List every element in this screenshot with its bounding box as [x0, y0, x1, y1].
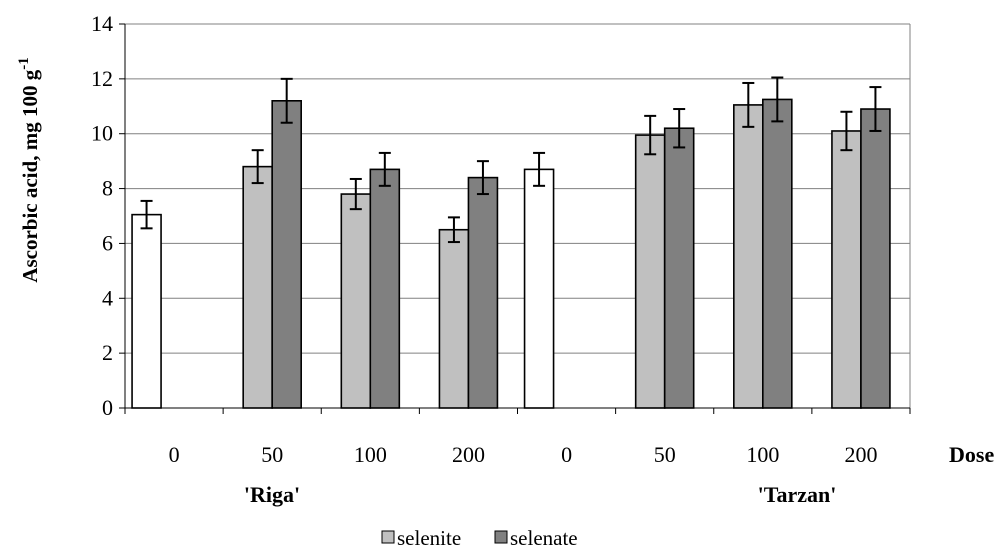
x-tick-label: 200	[844, 442, 877, 467]
y-tick-label: 4	[102, 285, 113, 310]
x-tick-label: 0	[169, 442, 180, 467]
x-tick-label: 100	[746, 442, 779, 467]
y-tick-label: 12	[91, 66, 113, 91]
y-tick-labels: 0 2 4 6 8 10 12 14	[91, 11, 113, 420]
x-tick-label: 50	[654, 442, 676, 467]
legend: selenite selenate	[381, 526, 578, 550]
x-tick-label: 50	[261, 442, 283, 467]
y-tick-label: 6	[102, 230, 113, 255]
x-tick-label: 100	[354, 442, 387, 467]
y-tick-label: 2	[102, 340, 113, 365]
legend-label-selenate: selenate	[510, 526, 578, 550]
group-label: 'Riga'	[244, 482, 300, 507]
bar-selenate	[762, 98, 793, 409]
bar-selenate	[860, 108, 891, 409]
group-labels: 'Riga' 'Tarzan'	[244, 482, 836, 507]
bar-selenite	[634, 134, 666, 409]
y-axis-label: Ascorbic acid, mg 100 g-1	[16, 57, 42, 282]
y-tick-label: 14	[91, 11, 113, 36]
axes	[119, 23, 911, 414]
bar-control	[131, 213, 162, 409]
x-tick-label: 200	[452, 442, 485, 467]
bar-selenate	[467, 176, 499, 409]
bar-selenite	[831, 130, 862, 409]
bar-selenite	[438, 228, 470, 409]
x-axis-label: Dose	[949, 442, 994, 467]
bar-selenate	[271, 100, 302, 409]
bar-selenite	[340, 193, 372, 409]
bar-selenite	[242, 165, 273, 409]
y-tick-label: 10	[91, 121, 113, 146]
legend-label-selenite: selenite	[397, 526, 461, 550]
bar-selenate	[663, 127, 695, 409]
x-tick-label: 0	[561, 442, 572, 467]
bars	[131, 98, 891, 409]
bar-selenate	[369, 168, 401, 409]
error-bars	[140, 76, 882, 244]
legend-swatch-selenate	[494, 530, 508, 544]
y-tick-label: 0	[102, 395, 113, 420]
group-label: 'Tarzan'	[758, 482, 837, 507]
bar-selenite	[733, 104, 764, 409]
bar-control	[523, 168, 555, 409]
legend-swatch-selenite	[381, 530, 395, 544]
y-tick-label: 8	[102, 176, 113, 201]
x-tick-labels: 0 50 100 200 0 50 100 200	[169, 442, 878, 467]
